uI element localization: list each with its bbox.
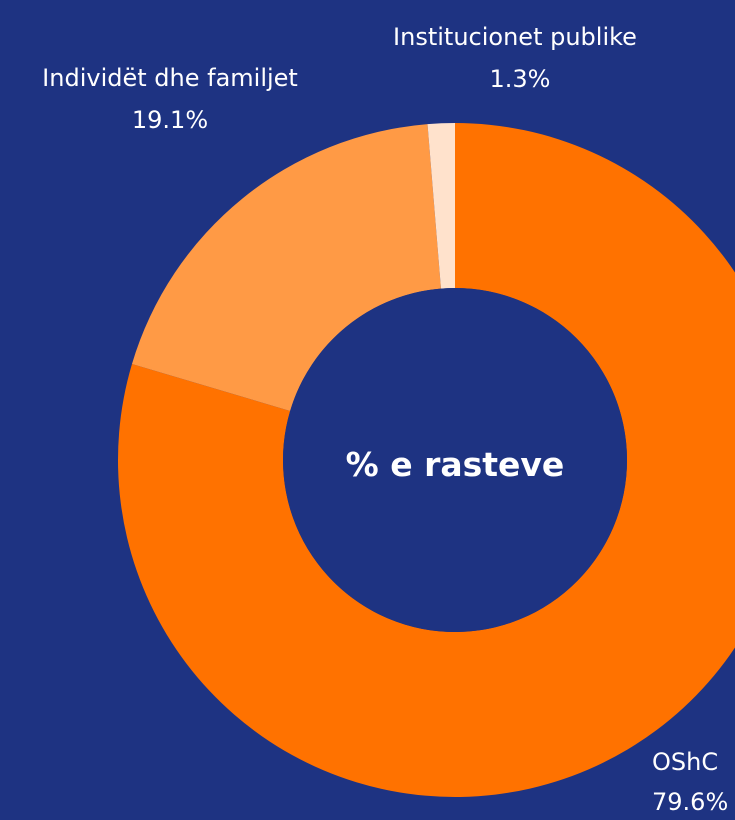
label-category-1: Individët dhe familjet [42,64,298,92]
label-value-0: 79.6% [652,788,728,816]
slice-1 [131,124,441,411]
label-category-2: Institucionet publike [393,23,637,51]
center-label: % e rasteve [346,445,565,484]
slices [118,123,735,797]
label-category-0: OShC [652,748,718,776]
slice-2 [427,123,455,289]
label-value-2: 1.3% [490,65,551,93]
slice-labels: Individët dhe familjet 19.1% Institucion… [42,23,728,816]
label-value-1: 19.1% [132,106,208,134]
slice-0 [118,123,735,797]
donut-hole [283,288,627,632]
